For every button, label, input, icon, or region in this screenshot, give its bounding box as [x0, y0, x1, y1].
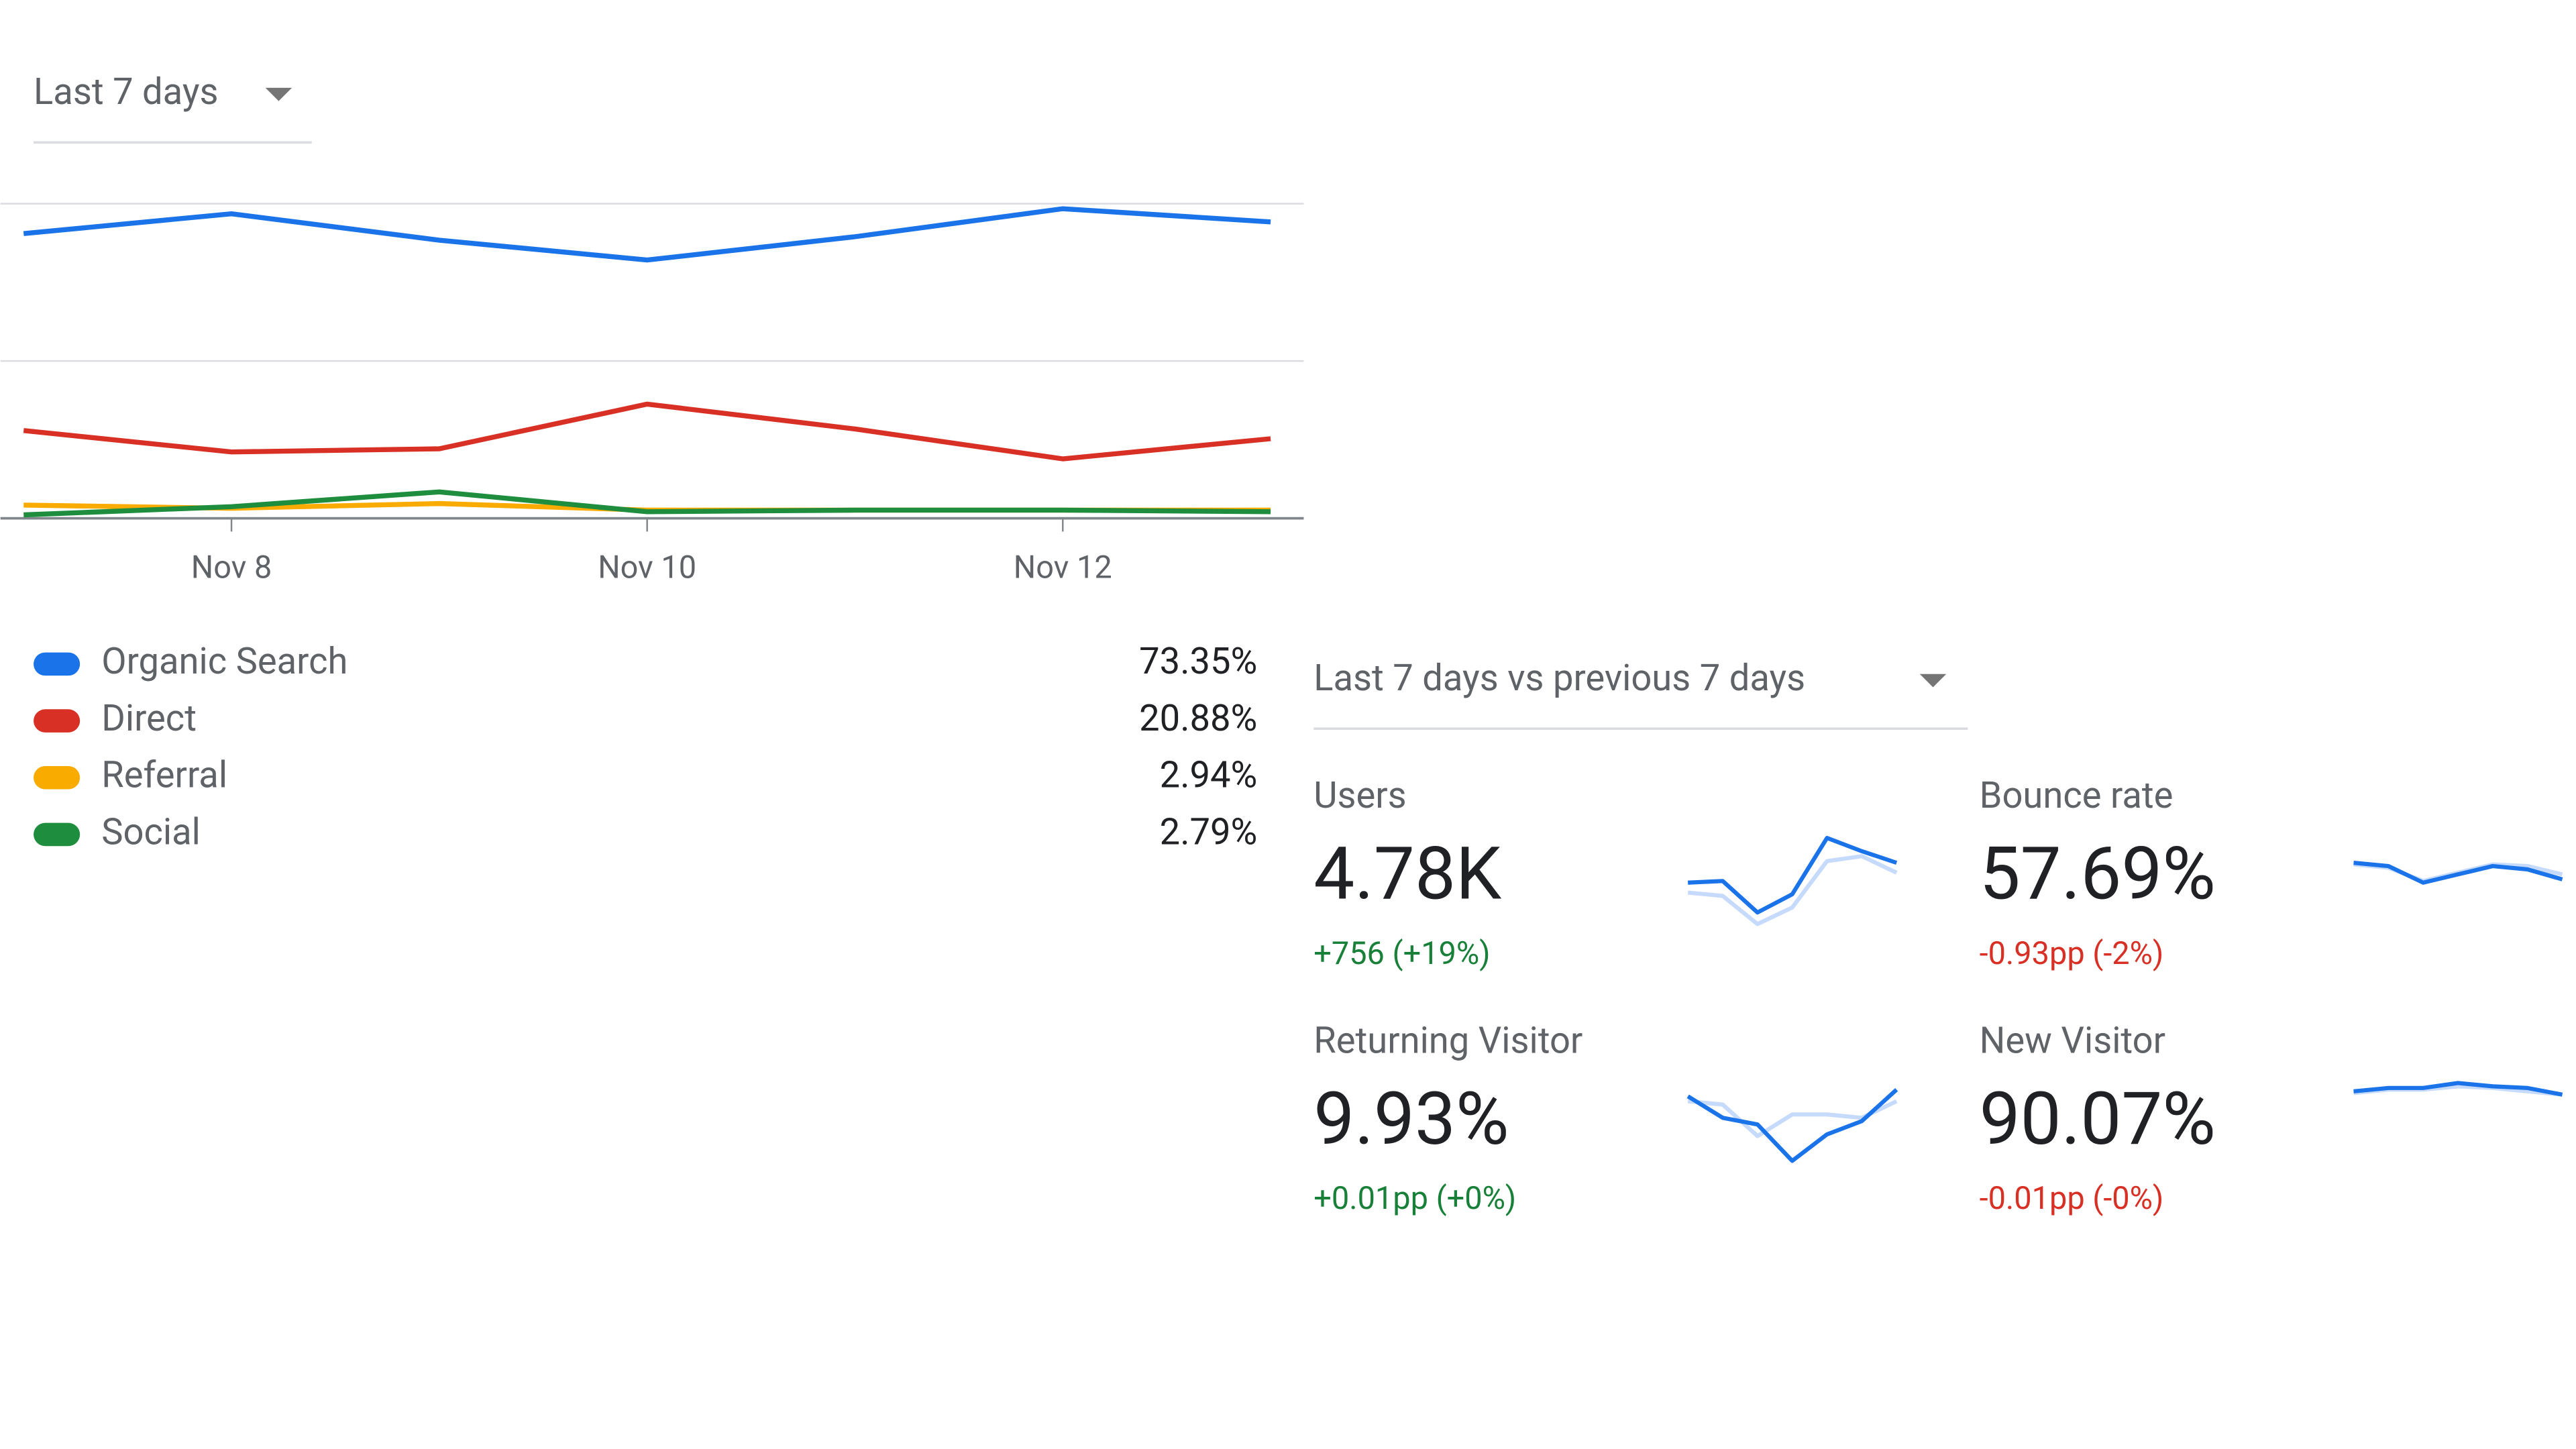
- sparkline-previous: [1687, 1099, 1898, 1138]
- metric-label: Bounce rate: [1980, 775, 2174, 817]
- series-line: [23, 401, 1271, 462]
- legend-swatch: [34, 822, 80, 847]
- metric-value: 90.07%: [1980, 1076, 2216, 1162]
- scorecard[interactable]: New Visitor 90.07% -0.01pp (-0%): [1980, 1020, 2563, 1218]
- scorecard[interactable]: Returning Visitor 9.93% +0.01pp (+0%): [1313, 1020, 1898, 1218]
- metric-label: Returning Visitor: [1313, 1020, 1582, 1063]
- metric-label: New Visitor: [1980, 1020, 2165, 1063]
- legend-swatch: [34, 709, 80, 733]
- legend-swatch: [34, 765, 80, 790]
- dropdown-arrow: [265, 87, 292, 101]
- scorecard[interactable]: Users 4.78K +756 (+19%): [1313, 775, 1898, 972]
- legend-share: 2.94%: [1160, 755, 1258, 797]
- sparkline-current: [2353, 861, 2563, 885]
- metric-change: +0.01pp (+0%): [1313, 1180, 1516, 1217]
- series-line: [23, 206, 1271, 263]
- x-tick-label: Nov 10: [598, 549, 696, 586]
- x-tick-label: Nov 8: [191, 549, 272, 586]
- series-line: [23, 489, 1271, 518]
- dropdown-label: Last 7 days vs previous 7 days: [1313, 657, 1805, 700]
- legend-label: Direct: [101, 698, 197, 740]
- sparkline-current: [1688, 836, 1898, 915]
- x-tick-label: Nov 12: [1014, 549, 1112, 586]
- comparison-dropdown[interactable]: Last 7 days vs previous 7 days: [1313, 657, 1968, 731]
- legend-share: 73.35%: [1139, 641, 1257, 683]
- legend-label: Referral: [101, 755, 227, 797]
- metric-label: Users: [1313, 775, 1406, 817]
- metric-change: -0.01pp (-0%): [1980, 1180, 2164, 1217]
- legend-share: 2.79%: [1160, 811, 1258, 853]
- metric-change: -0.93pp (-2%): [1980, 935, 2164, 972]
- metric-value: 57.69%: [1980, 830, 2216, 916]
- metric-value: 4.78K: [1313, 830, 1502, 916]
- legend-label: Social: [101, 811, 201, 853]
- legend-swatch: [34, 652, 80, 676]
- date-range-dropdown[interactable]: Last 7 days: [34, 71, 312, 144]
- scorecard[interactable]: Bounce rate 57.69% -0.93pp (-2%): [1980, 775, 2563, 972]
- dropdown-label: Last 7 days: [34, 71, 219, 113]
- sparkline-current: [2353, 1081, 2563, 1097]
- metric-value: 9.93%: [1313, 1076, 1509, 1162]
- sparkline-previous: [1687, 854, 1898, 926]
- dropdown-arrow: [1919, 674, 1947, 688]
- sparkline-current: [1686, 1088, 1898, 1163]
- legend-label: Organic Search: [101, 641, 347, 683]
- legend-share: 20.88%: [1139, 698, 1257, 740]
- metric-change: +756 (+19%): [1313, 935, 1490, 972]
